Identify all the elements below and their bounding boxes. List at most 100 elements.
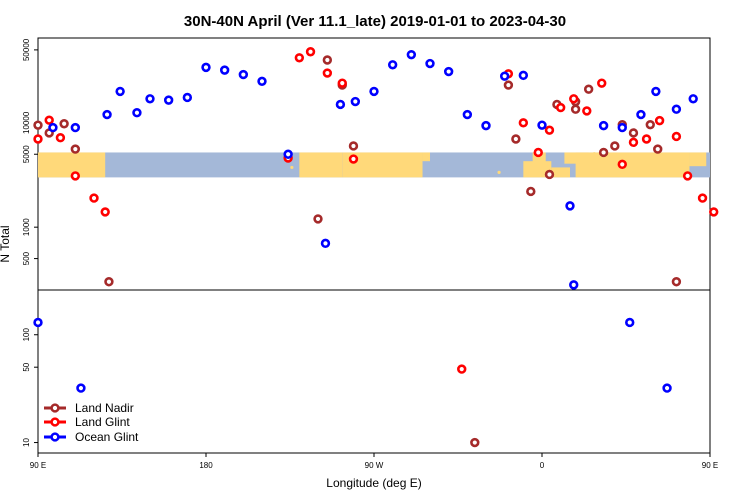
- point-ocean-glint: [636, 109, 646, 120]
- point-land-nadir: [59, 119, 69, 129]
- series-ocean-glint: [33, 49, 698, 393]
- point-ocean-glint: [320, 238, 331, 249]
- point-land-glint: [55, 133, 66, 143]
- point-ocean-glint: [387, 60, 398, 70]
- legend-item-land-nadir: Land Nadir: [44, 401, 134, 415]
- map-land-island-2: [290, 165, 294, 170]
- point-land-glint: [322, 68, 333, 78]
- point-land-nadir: [511, 134, 521, 144]
- point-ocean-glint: [70, 122, 81, 133]
- point-ocean-glint: [115, 86, 125, 97]
- data-marks: [33, 47, 719, 448]
- point-land-glint: [682, 171, 693, 181]
- point-land-glint: [44, 115, 54, 125]
- x-tick-label: 90 E: [30, 461, 46, 470]
- point-ocean-glint: [201, 62, 211, 73]
- point-ocean-glint: [651, 86, 661, 97]
- point-ocean-glint: [671, 104, 682, 114]
- point-land-nadir: [70, 144, 81, 154]
- point-land-glint: [70, 171, 81, 181]
- point-land-nadir: [610, 141, 620, 151]
- point-land-glint: [654, 115, 665, 126]
- bottom-panel-frame: [37, 289, 711, 454]
- point-ocean-glint: [102, 109, 112, 120]
- point-ocean-glint: [662, 383, 672, 393]
- legend-label-land-glint: Land Glint: [75, 415, 130, 429]
- point-land-glint: [337, 78, 347, 88]
- point-ocean-glint: [617, 122, 627, 133]
- point-ocean-glint: [518, 70, 529, 81]
- point-land-glint: [100, 207, 110, 217]
- point-ocean-glint: [598, 120, 609, 131]
- point-land-glint: [89, 193, 99, 203]
- map-land-island-4: [592, 152, 596, 156]
- point-land-glint: [628, 137, 639, 148]
- point-land-glint: [569, 94, 579, 104]
- x-tick-label: 0: [540, 461, 545, 470]
- point-land-nadir: [104, 277, 114, 287]
- point-ocean-glint: [537, 120, 547, 130]
- map-land-central-asia: [575, 152, 690, 178]
- map-land-north-america-west: [299, 152, 343, 178]
- point-ocean-glint: [406, 49, 417, 60]
- point-land-glint: [533, 147, 543, 158]
- point-land-nadir: [313, 214, 323, 224]
- map-land-north-america-coast: [422, 152, 430, 162]
- point-land-glint: [294, 53, 305, 63]
- map-land-china-coast: [689, 152, 707, 167]
- series-land-glint: [33, 47, 719, 374]
- point-ocean-glint: [132, 108, 142, 118]
- point-land-nadir: [503, 80, 514, 90]
- point-ocean-glint: [481, 120, 491, 131]
- point-land-nadir: [570, 104, 581, 114]
- chart-title: 30N-40N April (Ver 11.1_late) 2019-01-01…: [184, 13, 566, 30]
- point-land-glint: [33, 134, 43, 144]
- map-land-island-0: [84, 154, 89, 158]
- x-tick-label: 90 W: [365, 461, 384, 470]
- point-land-nadir: [470, 437, 480, 448]
- bottom-y-tick-label: 50: [22, 362, 31, 371]
- legend: Land Nadir Land Glint Ocean Glint: [44, 401, 139, 444]
- point-ocean-glint: [238, 69, 249, 80]
- world-map-band: [38, 152, 710, 178]
- point-ocean-glint: [625, 317, 635, 328]
- point-ocean-glint: [565, 201, 575, 211]
- y-axis-label: N Total: [0, 225, 12, 262]
- point-ocean-glint: [335, 99, 346, 110]
- point-ocean-glint: [350, 96, 361, 107]
- x-tick-label: 180: [199, 461, 213, 470]
- point-land-glint: [305, 47, 316, 57]
- map-land-island-3: [497, 170, 501, 175]
- point-land-glint: [348, 154, 359, 164]
- legend-marker-land-nadir: [50, 403, 60, 413]
- point-ocean-glint: [569, 280, 579, 290]
- point-land-glint: [544, 125, 555, 135]
- point-land-glint: [671, 131, 682, 142]
- point-land-nadir: [671, 277, 682, 287]
- axes: 90 E 180 90 W 0 90 E 500 1000 5000 10000 50000 10 5…: [22, 38, 718, 470]
- point-land-nadir: [526, 186, 536, 197]
- point-land-nadir: [583, 84, 594, 94]
- legend-marker-land-glint: [50, 417, 60, 427]
- map-land-island-1: [94, 158, 98, 162]
- top-y-tick-label: 500: [22, 251, 31, 265]
- point-land-nadir: [598, 147, 609, 158]
- point-land-glint: [597, 78, 607, 88]
- point-land-nadir: [348, 141, 359, 151]
- x-axis-label: Longitude (deg E): [326, 476, 421, 490]
- point-land-nadir: [544, 169, 555, 180]
- x-tick-label: 90 E: [702, 461, 718, 470]
- point-ocean-glint: [443, 66, 454, 77]
- map-land-island-5: [691, 158, 695, 162]
- point-land-glint: [641, 134, 652, 144]
- point-ocean-glint: [688, 94, 698, 104]
- point-land-nadir: [628, 128, 639, 138]
- point-land-nadir: [645, 119, 655, 130]
- point-ocean-glint: [76, 383, 86, 393]
- point-land-glint: [457, 364, 467, 374]
- point-land-glint: [697, 193, 708, 203]
- map-land-iberia: [532, 152, 546, 163]
- point-ocean-glint: [462, 109, 473, 120]
- bottom-y-tick-label: 100: [22, 328, 31, 342]
